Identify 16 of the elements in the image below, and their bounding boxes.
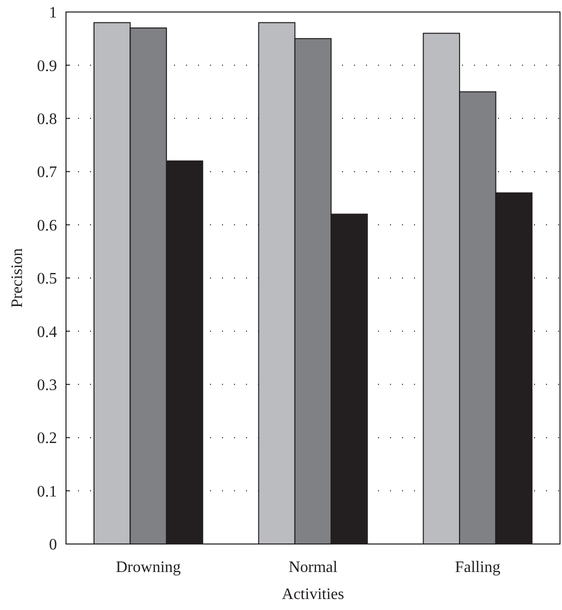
x-tick-label: Normal [288,559,338,576]
y-tick-label: 0.2 [37,430,57,448]
y-tick-label: 0.6 [37,217,57,234]
y-tick-label: 0 [49,536,57,554]
y-tick-label: 0.1 [37,483,57,500]
y-tick-label: 0.3 [37,377,57,394]
x-tick-label: Drowning [116,559,181,576]
y-tick-label: 0.8 [37,111,57,128]
y-tick-label: 0.4 [37,324,57,341]
y-tick-label: 0.7 [37,164,57,182]
x-axis-title: Activities [282,586,344,603]
y-tick-label: 0.5 [37,270,57,288]
x-tick-label: Falling [454,559,500,576]
y-tick-label: 1 [49,4,57,22]
y-axis-title: Precision [9,248,26,308]
y-tick-label: 0.9 [37,58,57,75]
